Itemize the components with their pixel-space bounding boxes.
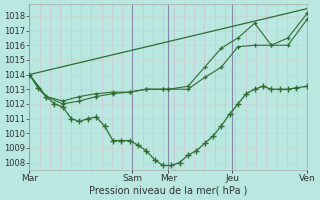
X-axis label: Pression niveau de la mer( hPa ): Pression niveau de la mer( hPa )	[89, 186, 248, 196]
